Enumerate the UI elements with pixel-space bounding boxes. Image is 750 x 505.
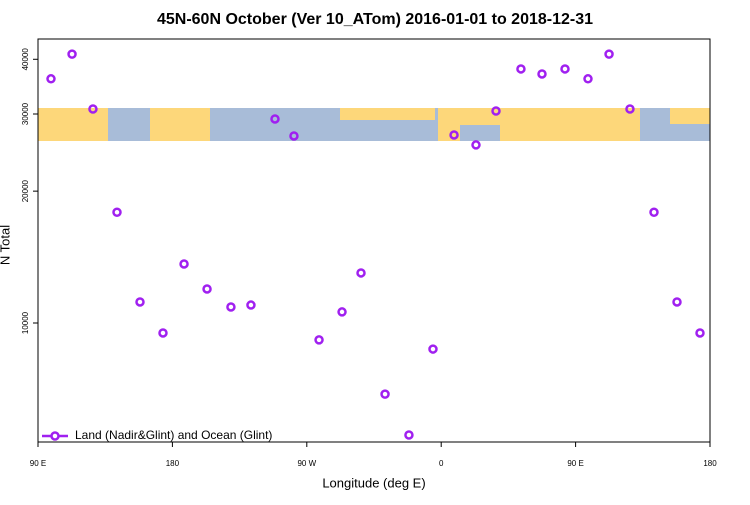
- plot-frame: [37, 38, 711, 443]
- point: [135, 297, 145, 307]
- legend-marker: [50, 431, 60, 441]
- y-tick-label: 20000: [21, 179, 30, 202]
- point: [270, 114, 280, 124]
- point: [289, 131, 299, 141]
- point: [560, 64, 570, 74]
- point: [625, 104, 635, 114]
- map-band: [38, 108, 710, 141]
- point: [314, 335, 324, 345]
- point: [67, 49, 77, 59]
- x-tick-label: 0: [439, 459, 444, 468]
- point: [88, 104, 98, 114]
- chart-title: 45N-60N October (Ver 10_ATom) 2016-01-01…: [157, 11, 593, 28]
- x-axis-label: Longitude (deg E): [322, 475, 425, 490]
- point: [604, 49, 614, 59]
- x-tick-label: 180: [166, 459, 180, 468]
- land: [340, 108, 435, 120]
- y-tick-label: 10000: [21, 311, 30, 334]
- point: [583, 74, 593, 84]
- point: [428, 344, 438, 354]
- x-tick-label: 180: [703, 459, 717, 468]
- point: [695, 328, 705, 338]
- x-tick-label: 90 W: [297, 459, 316, 468]
- point: [537, 69, 547, 79]
- point: [516, 64, 526, 74]
- point: [649, 207, 659, 217]
- point: [380, 389, 390, 399]
- y-tick-label: 30000: [21, 102, 30, 125]
- point: [226, 302, 236, 312]
- land: [38, 108, 108, 141]
- point: [672, 297, 682, 307]
- point: [179, 259, 189, 269]
- point: [471, 140, 481, 150]
- y-axis-label: N Total: [0, 225, 12, 265]
- x-tick-label: 90 E: [30, 459, 46, 468]
- land: [150, 108, 210, 141]
- point: [46, 74, 56, 84]
- point: [404, 430, 414, 440]
- ocean: [640, 108, 658, 141]
- x-tick-label: 90 E: [567, 459, 583, 468]
- point: [202, 284, 212, 294]
- point: [112, 207, 122, 217]
- point: [449, 130, 459, 140]
- point: [246, 300, 256, 310]
- point: [356, 268, 366, 278]
- land: [670, 108, 710, 124]
- y-tick-label: 40000: [21, 48, 30, 71]
- legend-label: Land (Nadir&Glint) and Ocean (Glint): [75, 428, 272, 442]
- point: [158, 328, 168, 338]
- point: [337, 307, 347, 317]
- ocean: [460, 125, 500, 141]
- point: [491, 106, 501, 116]
